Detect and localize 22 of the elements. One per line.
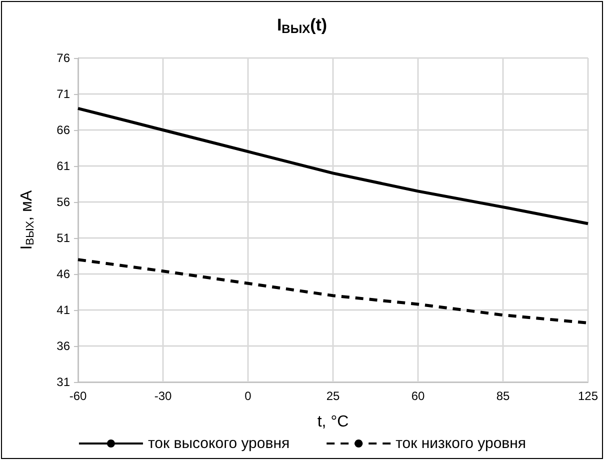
y-tick-label: 51 [56,231,70,245]
x-tick-label: -30 [154,389,172,403]
x-tick-label: 25 [326,389,340,403]
y-axis-title: IВЫХ, мА [18,190,36,250]
legend-label: ток низкого уровня [396,435,526,452]
y-tick-label: 31 [56,375,70,389]
y-tick-label: 41 [56,303,70,317]
x-tick-label: -60 [69,389,87,403]
y-tick-label: 36 [56,339,70,353]
x-tick-label: 85 [496,389,510,403]
legend-label: ток высокого уровня [148,435,290,452]
y-tick-label: 76 [56,51,70,65]
y-tick-label: 61 [56,159,70,173]
y-tick-label: 56 [56,195,70,209]
x-tick-label: 60 [411,389,425,403]
x-axis-title: t, °C [317,414,349,430]
y-tick-label: 66 [56,123,70,137]
y-tick-label: 71 [56,87,70,101]
y-tick-label: 46 [56,267,70,281]
x-tick-label: 0 [244,389,252,403]
line-series [76,106,590,226]
x-tick-label: 125 [578,389,598,403]
